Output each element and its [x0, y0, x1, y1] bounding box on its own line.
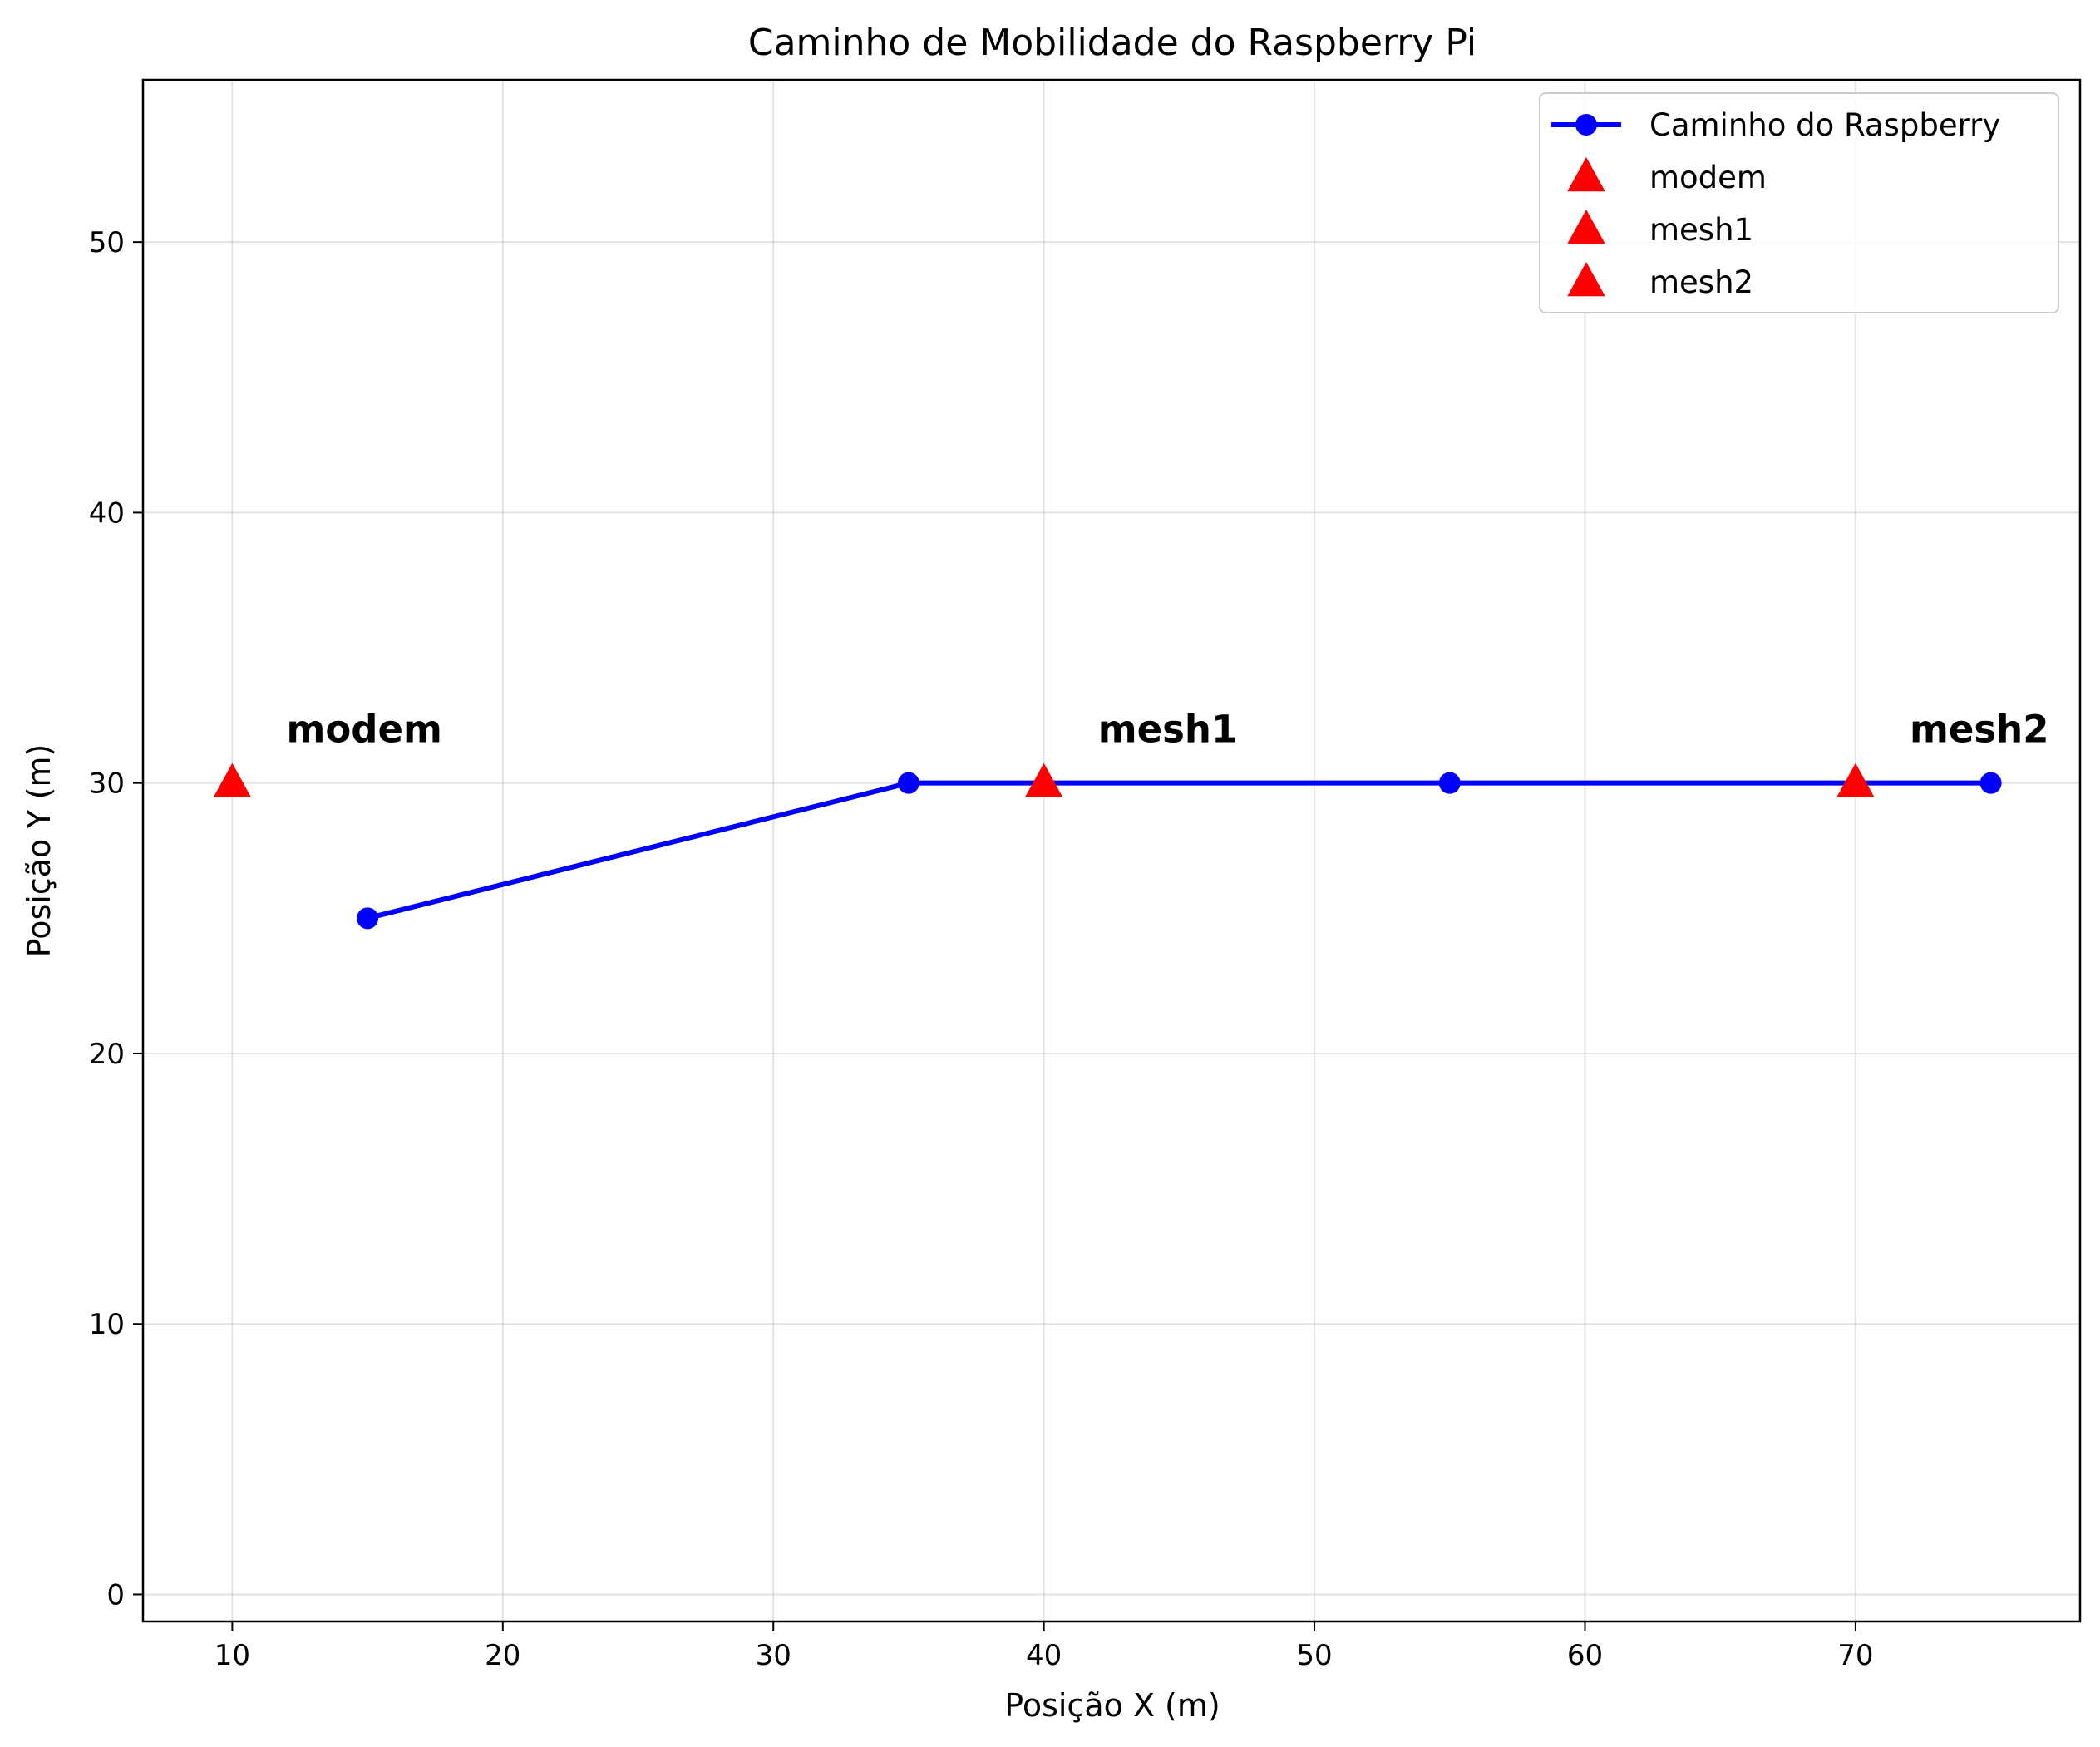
legend-frame: [1539, 92, 2059, 313]
y-axis: 0 10 20 30 40 50: [89, 226, 143, 1611]
y-tick-label: 50: [89, 226, 125, 259]
x-axis: 10 20 30 40 50 60 70: [214, 1621, 1874, 1672]
annotation-mesh1: mesh1: [1098, 708, 1238, 752]
device-marker-mesh2: [1836, 762, 1875, 797]
series-point: [897, 772, 919, 794]
legend-marker-swatch: [1575, 114, 1597, 136]
series-point: [1979, 772, 2002, 794]
series-line: [367, 780, 1991, 921]
legend-triangle-swatch: [1567, 157, 1605, 192]
legend-entry: modem: [1649, 160, 1767, 195]
plot-frame: [141, 78, 2082, 1623]
y-tick-label: 30: [89, 767, 125, 801]
x-tick-label: 30: [756, 1639, 791, 1672]
plot-area: modem mesh1 mesh2: [213, 708, 2049, 930]
x-axis-label: Posição X (m): [1004, 1687, 1220, 1724]
series-point: [1438, 772, 1461, 794]
x-tick-label: 10: [214, 1639, 250, 1672]
x-tick-label: 70: [1837, 1639, 1873, 1672]
x-tick-label: 20: [485, 1639, 520, 1672]
x-tick-label: 40: [1026, 1639, 1062, 1672]
legend: Caminho do Raspberry modem mesh1 mesh2: [1539, 92, 2059, 313]
legend-triangle-swatch: [1567, 210, 1605, 244]
x-tick-label: 60: [1567, 1639, 1603, 1672]
legend-triangle-swatch: [1567, 262, 1605, 297]
y-tick-label: 10: [89, 1308, 125, 1341]
series-point: [357, 907, 379, 930]
device-marker-mesh1: [1024, 762, 1063, 797]
y-axis-label: Posição Y (m): [21, 744, 57, 958]
legend-entry: mesh2: [1649, 264, 1753, 300]
x-tick-label: 50: [1296, 1639, 1332, 1672]
y-tick-label: 20: [89, 1038, 125, 1071]
annotation-modem: modem: [286, 708, 441, 752]
legend-entry: Caminho do Raspberry: [1649, 107, 2000, 143]
y-tick-label: 0: [106, 1578, 125, 1611]
device-marker-modem: [213, 762, 252, 797]
chart-title: Caminho de Mobilidade do Raspberry Pi: [748, 22, 1476, 64]
legend-entry: mesh1: [1649, 212, 1753, 248]
y-tick-label: 40: [89, 496, 125, 530]
annotation-mesh2: mesh2: [1910, 708, 2049, 752]
